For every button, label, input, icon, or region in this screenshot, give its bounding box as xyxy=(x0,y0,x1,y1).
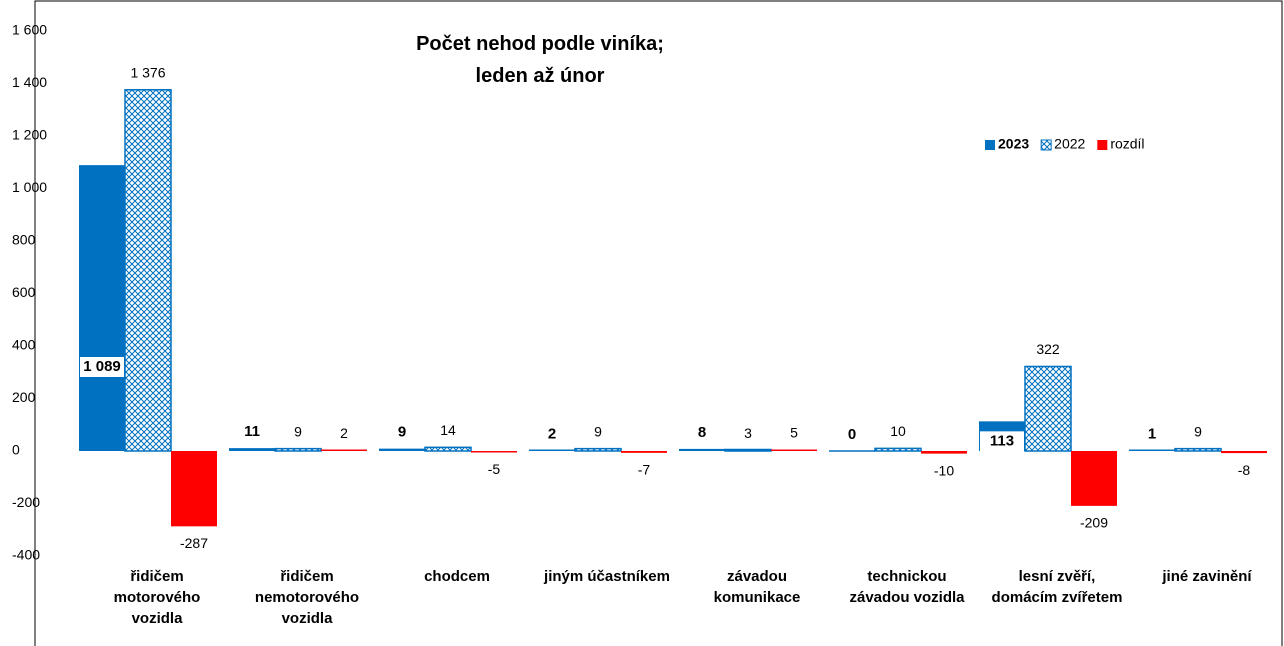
bar xyxy=(171,451,217,527)
value-label: 2 xyxy=(340,425,348,441)
y-tick-label: -400 xyxy=(12,547,40,563)
bar xyxy=(124,89,172,452)
bar xyxy=(679,448,725,451)
bar xyxy=(829,450,875,452)
legend-swatch xyxy=(1097,140,1108,150)
chart-title: Počet nehod podle viníka; leden až únor xyxy=(416,33,664,87)
y-tick-label: 200 xyxy=(12,389,36,405)
bar xyxy=(1221,451,1267,454)
bar xyxy=(79,165,125,451)
value-label: 9 xyxy=(594,423,602,439)
x-tick-label: řidičem nemotorového vozidla xyxy=(254,568,360,627)
x-tick-label: jiným účastníkem xyxy=(544,568,670,585)
value-label: 10 xyxy=(890,423,906,439)
y-tick-label: 1 400 xyxy=(12,74,47,90)
bar xyxy=(1174,447,1222,452)
value-label: -8 xyxy=(1238,462,1251,478)
value-label: 1 xyxy=(1148,426,1156,443)
value-label: 9 xyxy=(1194,423,1202,439)
bar xyxy=(529,449,575,451)
legend-label: 2022 xyxy=(1054,136,1085,152)
value-label: -209 xyxy=(1080,515,1108,531)
value-label: 113 xyxy=(990,432,1014,449)
x-tick-label: chodcem xyxy=(424,568,490,585)
x-tick-label: závadou komunikace xyxy=(713,568,801,606)
y-tick-label: 0 xyxy=(12,442,20,458)
bar xyxy=(771,449,817,451)
bar xyxy=(724,448,772,452)
value-label: 5 xyxy=(790,424,798,440)
bar xyxy=(229,448,275,451)
legend-label: rozdíl xyxy=(1110,136,1144,152)
legend-swatch xyxy=(1040,139,1052,151)
value-label: -287 xyxy=(180,535,208,551)
bar xyxy=(274,447,322,452)
bar xyxy=(379,448,425,451)
value-label: 1 376 xyxy=(130,65,165,81)
y-tick-label: 1 600 xyxy=(12,22,47,38)
y-tick-label: 1 200 xyxy=(12,127,47,143)
value-label: -5 xyxy=(488,461,501,477)
x-tick-label: řidičem motorového vozidla xyxy=(113,568,201,627)
x-tick-label: lesní zvěří, domácím zvířetem xyxy=(991,568,1123,606)
bar xyxy=(921,451,967,454)
value-label: -10 xyxy=(934,462,954,478)
y-tick-label: 800 xyxy=(12,232,36,248)
value-label: 11 xyxy=(244,423,260,440)
x-tick-label: jiné zavinění xyxy=(1162,568,1252,585)
value-label: 14 xyxy=(440,422,456,438)
value-label: 322 xyxy=(1036,341,1060,357)
frame xyxy=(34,0,1283,646)
y-tick-label: -200 xyxy=(12,494,40,510)
value-label: 9 xyxy=(294,423,302,439)
bar xyxy=(471,451,517,453)
value-label: 9 xyxy=(398,424,406,441)
value-label: 1 089 xyxy=(83,358,121,375)
x-tick-label: technickou závadou vozidla xyxy=(849,568,965,606)
label-background xyxy=(80,357,124,377)
bar xyxy=(1129,449,1175,451)
bar xyxy=(1071,451,1117,506)
y-tick-label: 600 xyxy=(12,284,36,300)
value-label: -7 xyxy=(638,462,651,478)
bar xyxy=(321,449,367,451)
value-label: 8 xyxy=(698,424,706,441)
bar xyxy=(574,447,622,452)
bar xyxy=(424,446,472,452)
bar xyxy=(874,447,922,452)
value-label: 3 xyxy=(744,425,752,441)
label-background xyxy=(980,431,1024,452)
value-label: 2 xyxy=(548,425,556,442)
legend-label: 2023 xyxy=(998,136,1029,152)
y-tick-label: 400 xyxy=(12,337,36,353)
y-tick-label: 1 000 xyxy=(12,179,47,195)
bar xyxy=(621,451,667,453)
legend-swatch xyxy=(985,140,995,150)
bar xyxy=(1024,365,1072,452)
value-label: 0 xyxy=(848,426,856,443)
